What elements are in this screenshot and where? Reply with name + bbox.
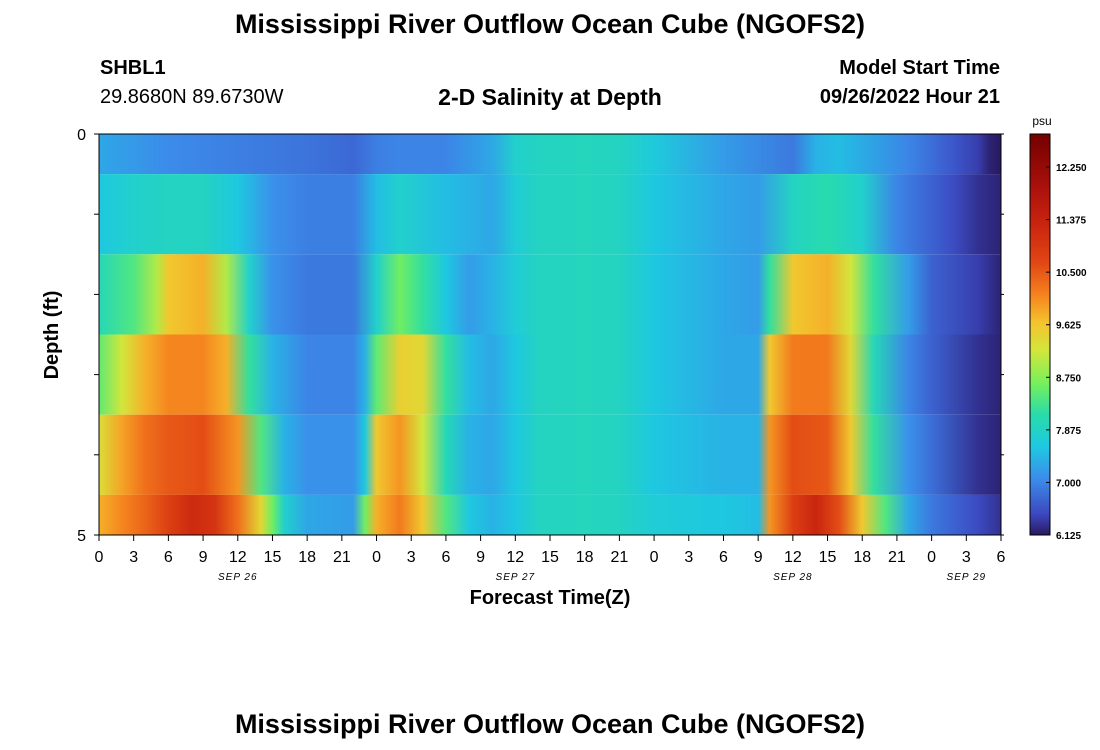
- salinity-depth-chart: 05 0 3 6 9 12 15 18 21 0 3 6 9 12 15 18 21 0 3 6 9 12 15 18 21 0…: [41, 114, 1087, 609]
- x-tick-label: 21: [610, 549, 628, 566]
- salinity-band: [99, 414, 1001, 495]
- x-tick-label: 3: [962, 549, 971, 566]
- x-tick-label: 12: [784, 549, 802, 566]
- colorbar-tick-label: 8.750: [1056, 373, 1081, 384]
- x-tick-label: 9: [476, 549, 485, 566]
- x-axis-label: Forecast Time(Z): [470, 587, 631, 609]
- colorbar: 12.250 11.375 10.500 9.625 8.750 7.875 7.000 6.…: [1029, 133, 1087, 542]
- heatmap-area: [99, 134, 1001, 535]
- colorbar-tick-label: 10.500: [1056, 268, 1087, 279]
- page-title: Mississippi River Outflow Ocean Cube (NG…: [234, 9, 866, 39]
- date-label: SEP 28: [773, 572, 813, 583]
- colorbar-tick-label: 7.875: [1056, 426, 1081, 437]
- x-tick-label: 0: [927, 549, 936, 566]
- x-tick-label: 3: [407, 549, 416, 566]
- y-axis-label: Depth (ft): [41, 291, 63, 380]
- y-tick-label: 0: [77, 127, 86, 144]
- x-tick-label: 9: [754, 549, 763, 566]
- x-tick-label: 15: [541, 549, 559, 566]
- x-tick-label: 15: [819, 549, 837, 566]
- x-tick-label: 18: [576, 549, 594, 566]
- x-tick-label: 6: [719, 549, 728, 566]
- colorbar-gradient: [1029, 133, 1051, 536]
- colorbar-tick-label: 7.000: [1056, 478, 1081, 489]
- salinity-band: [99, 174, 1001, 255]
- x-tick-label: 15: [264, 549, 282, 566]
- x-tick-label: 9: [199, 549, 208, 566]
- x-tick-label: 0: [650, 549, 659, 566]
- colorbar-tick-label: 11.375: [1056, 216, 1086, 227]
- x-tick-label: 21: [888, 549, 906, 566]
- date-label: SEP 27: [496, 572, 536, 583]
- x-tick-label: 21: [333, 549, 351, 566]
- colorbar-tick-label: 6.125: [1056, 531, 1081, 542]
- x-tick-label: 0: [372, 549, 381, 566]
- station-id: SHBL1: [100, 57, 166, 79]
- colorbar-tick-label: 12.250: [1056, 163, 1087, 174]
- chart-subtitle: 2-D Salinity at Depth: [438, 84, 662, 110]
- x-tick-label: 18: [298, 549, 316, 566]
- y-tick-label: 5: [77, 528, 86, 545]
- model-start-label: Model Start Time: [839, 57, 1000, 79]
- salinity-band: [99, 334, 1001, 415]
- x-tick-label: 6: [441, 549, 450, 566]
- x-tick-label: 0: [95, 549, 104, 566]
- x-tick-label: 12: [229, 549, 247, 566]
- x-tick-label: 6: [164, 549, 173, 566]
- x-tick-label: 12: [506, 549, 524, 566]
- y-axis: 05: [77, 127, 1004, 545]
- colorbar-unit: psu: [1032, 114, 1051, 128]
- salinity-band: [99, 494, 1001, 535]
- model-start-value: 09/26/2022 Hour 21: [819, 86, 1000, 108]
- colorbar-tick-label: 9.625: [1056, 321, 1081, 332]
- x-tick-label: 3: [129, 549, 138, 566]
- x-tick-label: 3: [684, 549, 693, 566]
- salinity-band: [99, 254, 1001, 335]
- x-axis: 0 3 6 9 12 15 18 21 0 3 6 9 12 15 18 21 0 3 6 9 12 15 18 21 0 3 6S…: [95, 535, 1006, 583]
- salinity-band: [99, 134, 1001, 175]
- station-coordinates: 29.8680N 89.6730W: [100, 86, 284, 108]
- x-tick-label: 18: [853, 549, 871, 566]
- date-label: SEP 29: [947, 572, 987, 583]
- date-label: SEP 26: [218, 572, 258, 583]
- page-title-repeat: Mississippi River Outflow Ocean Cube (NG…: [234, 709, 866, 739]
- x-tick-label: 6: [997, 549, 1006, 566]
